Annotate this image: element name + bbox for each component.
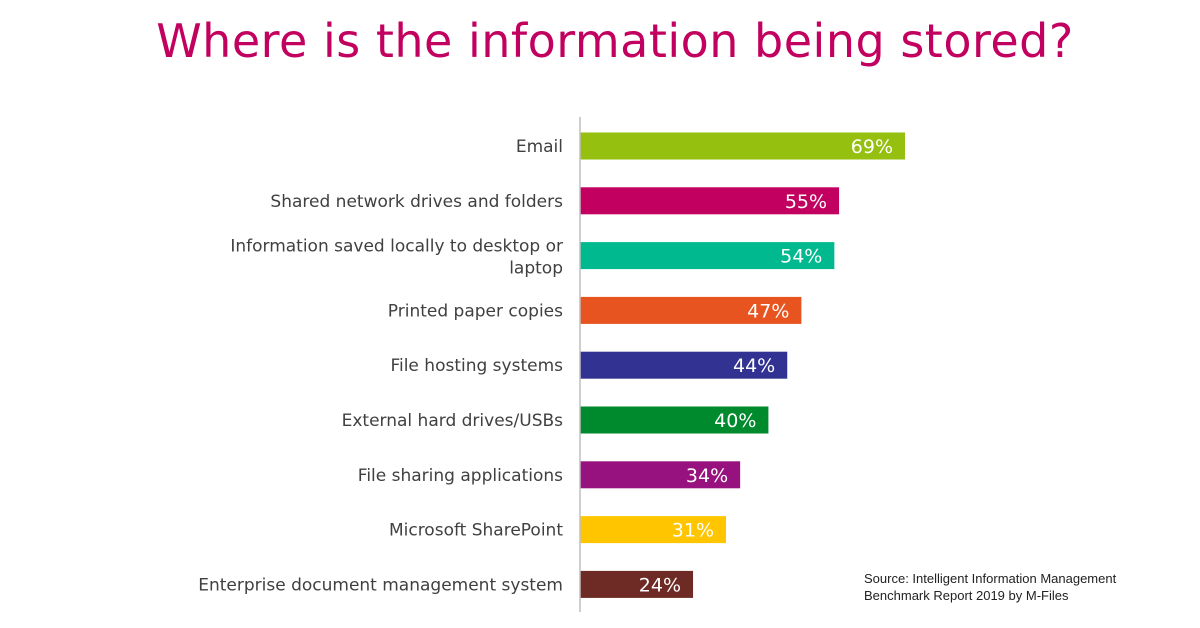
data-label: 69% [851,136,893,158]
source-line-2: Benchmark Report 2019 by M-Files [864,588,1069,603]
chart-title: Where is the information being stored? [156,14,1074,68]
bar [580,516,727,544]
category-label: Information saved locally to desktop or [230,237,563,257]
category-label: Printed paper copies [388,301,563,321]
data-label: 54% [780,246,822,268]
bar [580,187,840,215]
bar [580,570,694,598]
bar [580,351,788,379]
bar [580,461,741,489]
data-label: 24% [639,574,681,596]
bar [580,242,835,270]
bar [580,296,802,324]
data-label: 31% [672,520,714,542]
category-label: External hard drives/USBs [342,411,564,431]
category-label: Email [516,137,563,157]
data-label: 55% [785,191,827,213]
data-label: 40% [714,410,756,432]
category-label: Microsoft SharePoint [389,521,563,541]
data-label: 44% [733,355,775,377]
category-label: File sharing applications [358,466,563,486]
category-label: Enterprise document management system [198,575,563,595]
bar [580,132,905,160]
source-line-1: Source: Intelligent Information Manageme… [864,571,1117,586]
category-label: File hosting systems [390,356,563,376]
bar [580,406,769,434]
data-label: 34% [686,465,728,487]
data-label: 47% [747,300,789,322]
category-label: laptop [509,259,563,279]
source-note: Source: Intelligent Information Manageme… [864,570,1116,604]
category-label: Shared network drives and folders [270,192,563,212]
